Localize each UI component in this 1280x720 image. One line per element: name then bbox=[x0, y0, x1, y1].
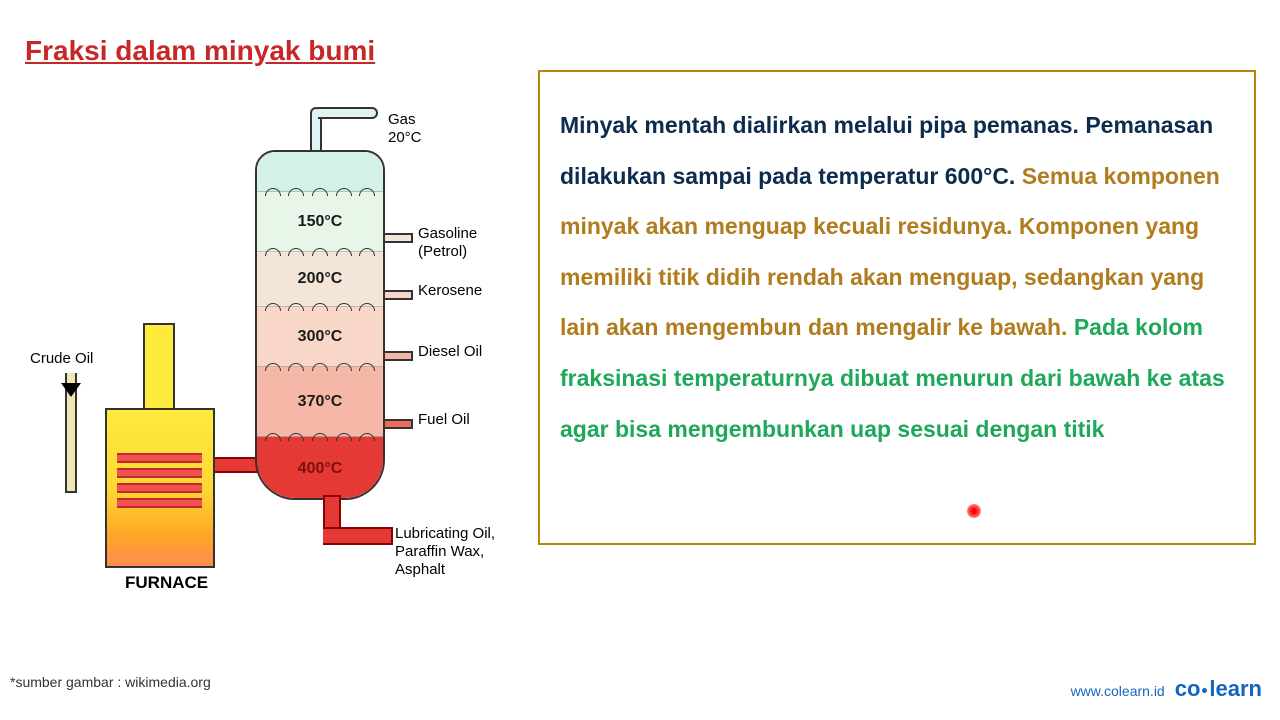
outlet-label: Diesel Oil bbox=[418, 343, 482, 361]
bottom-output-label: Lubricating Oil, Paraffin Wax, Asphalt bbox=[395, 525, 495, 579]
column-band: 370°C bbox=[257, 367, 383, 437]
title-text: Fraksi dalam minyak bumi bbox=[25, 35, 375, 66]
outlet-label: Kerosene bbox=[418, 282, 482, 300]
outlet-pipe bbox=[385, 233, 413, 243]
outlet-pipe bbox=[385, 419, 413, 429]
brand-logo: colearn bbox=[1175, 676, 1262, 702]
outlet-pipe bbox=[385, 351, 413, 361]
distillation-diagram: Crude Oil FURNACE 150°C200°C300°C370°C40… bbox=[30, 105, 520, 605]
gas-output-label: Gas 20°C bbox=[388, 111, 422, 147]
column-band: 400°C bbox=[257, 437, 383, 500]
explanation-box: Minyak mentah dialirkan melalui pipa pem… bbox=[538, 70, 1256, 545]
gas-outlet-pipe-h bbox=[318, 107, 378, 119]
inlet-arrow-icon bbox=[61, 383, 81, 397]
laser-pointer-icon bbox=[967, 504, 981, 518]
furnace: FURNACE bbox=[105, 323, 215, 568]
heating-coil bbox=[117, 453, 202, 513]
outlet-pipe bbox=[385, 290, 413, 300]
column-band: 150°C bbox=[257, 192, 383, 252]
image-source-note: *sumber gambar : wikimedia.org bbox=[10, 674, 211, 690]
column-band: 300°C bbox=[257, 307, 383, 367]
furnace-label: FURNACE bbox=[125, 573, 208, 593]
fractionating-column: 150°C200°C300°C370°C400°C bbox=[255, 150, 385, 500]
page-title: Fraksi dalam minyak bumi bbox=[25, 35, 375, 67]
outlet-label: Fuel Oil bbox=[418, 411, 470, 429]
crude-oil-label: Crude Oil bbox=[30, 350, 93, 367]
explanation-text: Minyak mentah dialirkan melalui pipa pem… bbox=[560, 100, 1234, 454]
column-band bbox=[257, 152, 383, 192]
column-band: 200°C bbox=[257, 252, 383, 307]
brand-url: www.colearn.id bbox=[1071, 683, 1165, 699]
brand-footer: www.colearn.id colearn bbox=[1071, 676, 1262, 702]
furnace-chimney bbox=[143, 323, 175, 413]
outlet-label: Gasoline (Petrol) bbox=[418, 225, 477, 261]
bottom-outlet-pipe-h bbox=[323, 527, 393, 545]
